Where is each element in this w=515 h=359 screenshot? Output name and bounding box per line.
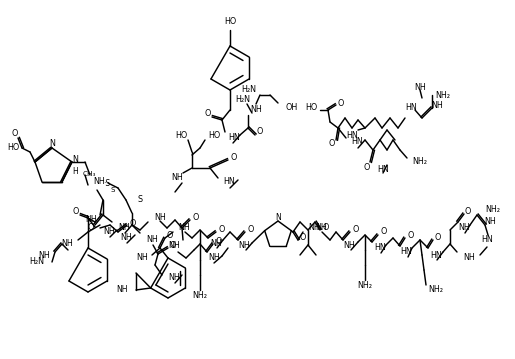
Text: O: O	[329, 139, 335, 148]
Text: NH: NH	[118, 224, 130, 233]
Text: NH₂: NH₂	[412, 158, 427, 167]
Text: O: O	[88, 224, 94, 233]
Text: O: O	[130, 219, 136, 228]
Text: NH: NH	[210, 239, 222, 248]
Text: HO: HO	[224, 18, 236, 27]
Text: NH: NH	[103, 228, 115, 237]
Text: NH: NH	[208, 253, 220, 262]
Text: NH: NH	[315, 224, 327, 233]
Text: NH₂: NH₂	[428, 285, 443, 294]
Text: HN: HN	[374, 243, 386, 252]
Text: NH: NH	[93, 177, 105, 186]
Text: O: O	[205, 109, 211, 118]
Text: NH: NH	[61, 239, 73, 248]
Text: H₂N: H₂N	[29, 257, 44, 266]
Text: CH₃: CH₃	[82, 171, 96, 177]
Text: NH: NH	[120, 233, 132, 242]
Text: N: N	[275, 213, 281, 222]
Text: O: O	[338, 98, 344, 107]
Text: HO: HO	[8, 144, 20, 153]
Text: O: O	[219, 225, 225, 234]
Text: O: O	[364, 163, 370, 172]
Text: O: O	[216, 237, 222, 246]
Text: O: O	[323, 223, 329, 232]
Text: NH: NH	[414, 84, 426, 93]
Text: O: O	[465, 208, 471, 216]
Text: O: O	[408, 232, 414, 241]
Text: HO: HO	[208, 131, 220, 140]
Text: O: O	[435, 233, 441, 242]
Text: O: O	[73, 208, 79, 216]
Text: NH: NH	[154, 214, 166, 223]
Text: NH: NH	[38, 251, 50, 260]
Text: NH: NH	[484, 218, 496, 227]
Text: O: O	[167, 230, 173, 239]
Text: NH: NH	[464, 253, 475, 262]
Text: HN: HN	[430, 251, 442, 260]
Text: O: O	[248, 225, 254, 234]
Text: HN: HN	[405, 103, 417, 112]
Text: NH: NH	[136, 253, 148, 262]
Text: NH: NH	[146, 234, 158, 243]
Text: S: S	[138, 196, 143, 205]
Text: OH: OH	[285, 103, 297, 112]
Text: H₂N: H₂N	[241, 85, 256, 94]
Text: NH: NH	[116, 285, 128, 294]
Text: NH: NH	[178, 224, 190, 233]
Text: N: N	[49, 139, 55, 148]
Text: O: O	[257, 127, 263, 136]
Text: H: H	[72, 168, 78, 177]
Text: NH₂: NH₂	[436, 90, 451, 99]
Text: O: O	[193, 213, 199, 222]
Text: NH: NH	[168, 274, 180, 283]
Text: O: O	[170, 241, 176, 250]
Text: O: O	[300, 233, 306, 242]
Text: HN: HN	[481, 236, 493, 244]
Text: NH: NH	[308, 224, 320, 233]
Text: HN: HN	[351, 137, 363, 146]
Text: HN: HN	[228, 132, 240, 141]
Text: NH: NH	[171, 173, 183, 182]
Text: HO: HO	[306, 103, 318, 112]
Text: HN: HN	[346, 131, 358, 140]
Text: ·S: ·S	[103, 178, 110, 187]
Text: S: S	[111, 187, 115, 193]
Text: O: O	[353, 225, 359, 234]
Text: NH: NH	[458, 224, 470, 233]
Text: O: O	[381, 228, 387, 237]
Text: NH: NH	[168, 242, 180, 251]
Text: N: N	[72, 155, 78, 164]
Text: NH: NH	[85, 215, 97, 224]
Text: HN: HN	[223, 177, 235, 186]
Text: H₂N: H₂N	[235, 95, 250, 104]
Text: NH: NH	[431, 101, 443, 109]
Text: NH₂: NH₂	[486, 205, 501, 214]
Text: NH: NH	[238, 241, 250, 250]
Text: O: O	[231, 154, 237, 163]
Text: NH: NH	[343, 241, 355, 250]
Text: HN: HN	[377, 165, 389, 174]
Text: NH: NH	[250, 106, 262, 115]
Text: HO: HO	[175, 131, 187, 140]
Text: NH₂: NH₂	[193, 292, 208, 300]
Text: O: O	[12, 129, 18, 137]
Text: HN: HN	[400, 247, 412, 256]
Text: NH₂: NH₂	[357, 281, 372, 290]
